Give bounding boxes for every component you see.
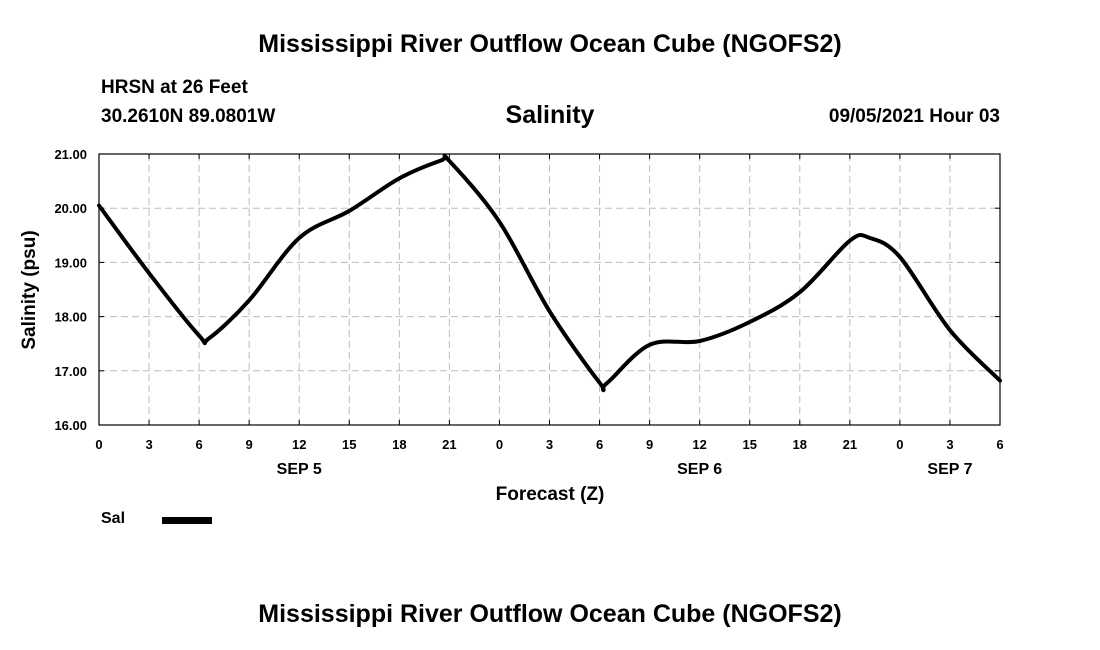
x-tick-label: 0 (496, 437, 503, 452)
x-axis-title: Forecast (Z) (496, 484, 605, 505)
y-tick-label: 17.00 (54, 364, 87, 379)
y-tick-label: 21.00 (54, 147, 87, 162)
x-tick-label: 12 (292, 437, 306, 452)
chart-footer-title: Mississippi River Outflow Ocean Cube (NG… (258, 600, 842, 628)
y-tick-label: 16.00 (54, 418, 87, 433)
x-tick-label: 9 (646, 437, 653, 452)
day-label: SEP 6 (677, 461, 722, 478)
x-tick-label: 18 (392, 437, 406, 452)
forecast-timestamp: 09/05/2021 Hour 03 (828, 106, 1000, 127)
parameter-title: Salinity (505, 101, 595, 129)
x-tick-label: 18 (793, 437, 807, 452)
grid-lines (99, 154, 1000, 425)
legend-label: Sal (101, 510, 126, 527)
x-tick-label: 15 (342, 437, 356, 452)
x-tick-label: 3 (546, 437, 553, 452)
y-tick-label: 19.00 (54, 255, 87, 270)
day-label: SEP 5 (277, 461, 322, 478)
x-tick-label: 3 (946, 437, 953, 452)
x-tick-label: 9 (246, 437, 253, 452)
chart-main-title: Mississippi River Outflow Ocean Cube (NG… (258, 30, 842, 58)
y-tick-label: 20.00 (54, 201, 87, 216)
x-tick-label: 12 (692, 437, 706, 452)
salinity-series-line (97, 153, 1002, 393)
x-tick-label: 15 (742, 437, 756, 452)
axis-labels: 0 3 6 9 12 15 18 21 0 3 6 9 12 15 18 21 0 3 6 16.00 17.00 18.… (54, 147, 1003, 478)
x-tick-label: 6 (596, 437, 603, 452)
axis-ticks (98, 153, 1001, 426)
day-label: SEP 7 (927, 461, 972, 478)
x-tick-label: 6 (195, 437, 202, 452)
legend-line-swatch (162, 517, 212, 524)
x-tick-label: 3 (145, 437, 152, 452)
station-label: HRSN at 26 Feet (101, 77, 248, 98)
station-coordinates: 30.2610N 89.0801W (101, 106, 276, 127)
y-tick-label: 18.00 (54, 310, 87, 325)
x-tick-label: 6 (996, 437, 1003, 452)
x-tick-label: 0 (95, 437, 102, 452)
y-axis-title: Salinity (psu) (19, 230, 40, 349)
x-tick-label: 0 (896, 437, 903, 452)
x-tick-label: 21 (843, 437, 857, 452)
x-tick-label: 21 (442, 437, 456, 452)
